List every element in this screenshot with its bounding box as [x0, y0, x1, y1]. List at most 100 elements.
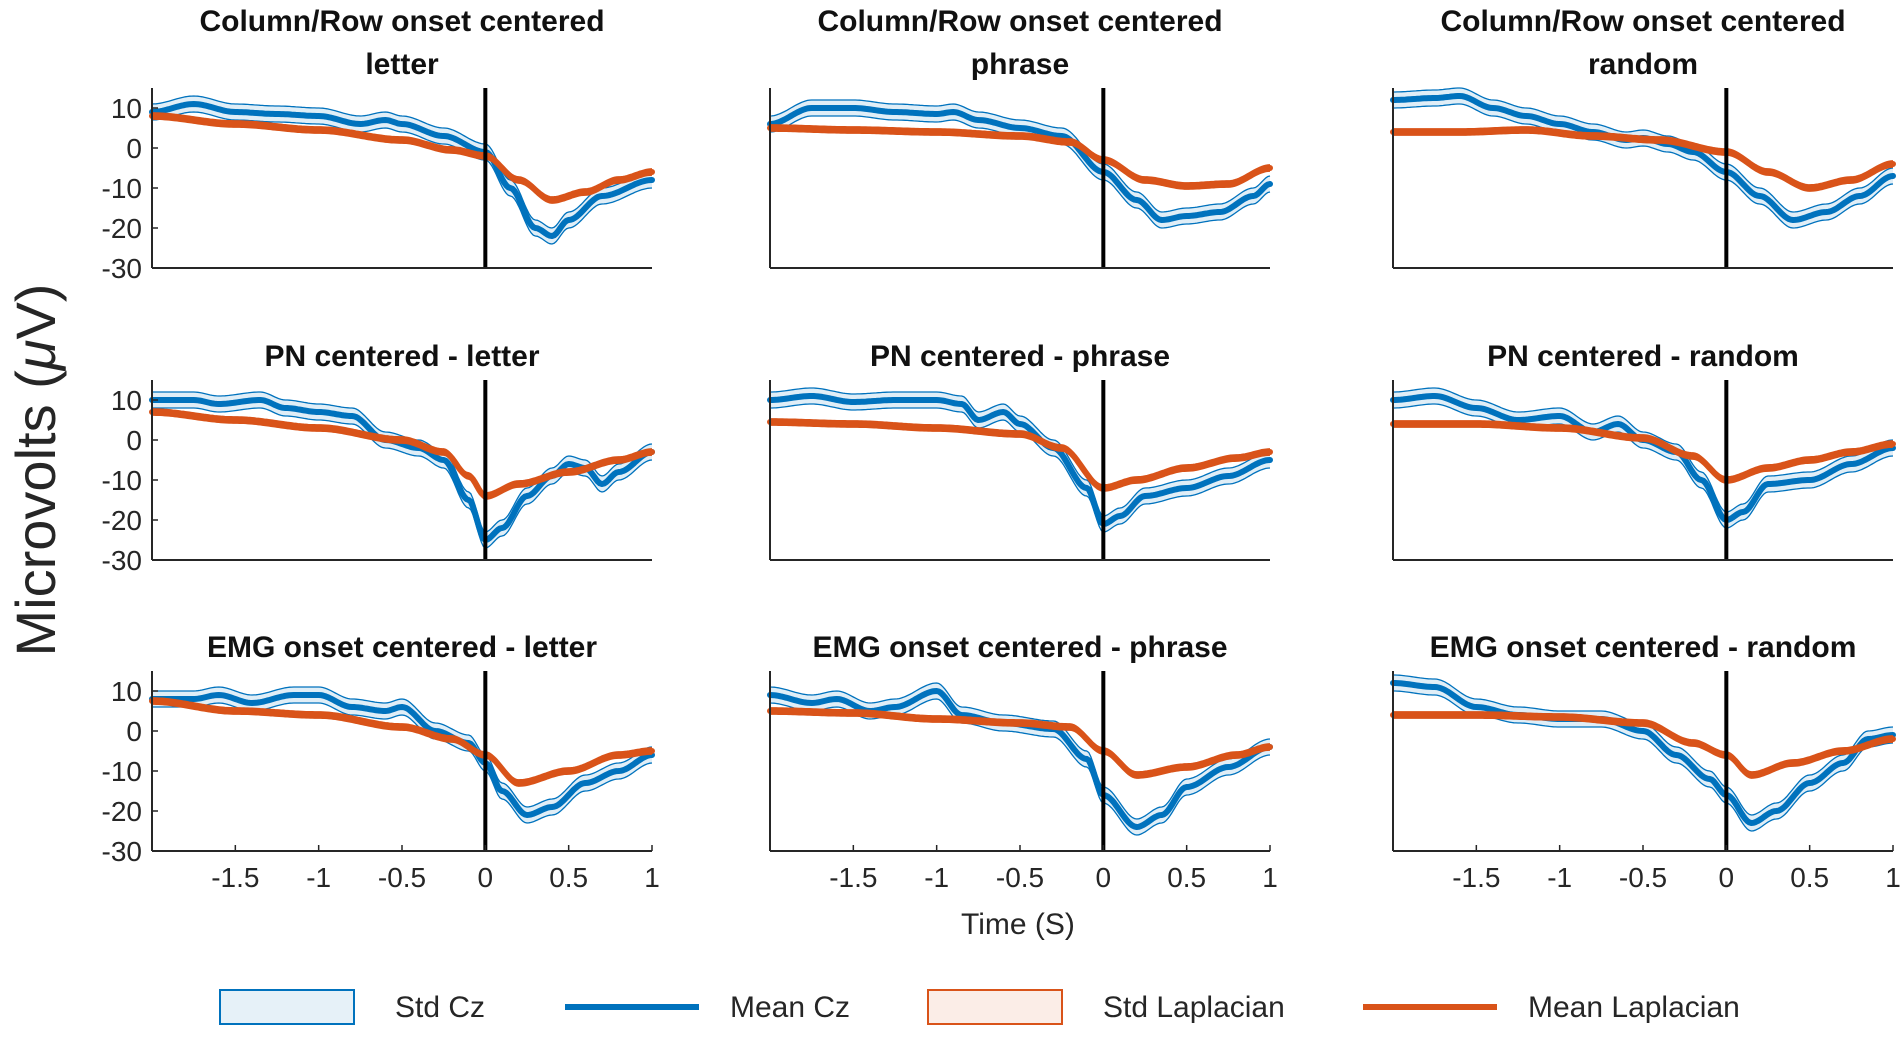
- mean-laplacian-line: [1390, 127, 1896, 191]
- y-tick-label: -20: [102, 796, 142, 827]
- legend: Std Cz Mean Cz Std Laplacian Mean Laplacian: [219, 989, 1740, 1025]
- x-tick-label: 1: [1885, 862, 1901, 893]
- legend-item-mean-cz: Mean Cz: [565, 991, 850, 1024]
- x-axis-label: Time (S): [961, 908, 1075, 941]
- y-axis-label: Microvolts (μV): [4, 284, 67, 657]
- panel-grid: Column/Row onset centeredletter-30-20-10…: [102, 5, 1901, 893]
- y-tick-label: 10: [111, 93, 142, 124]
- std-cz-band-upper: [152, 391, 653, 533]
- std-laplacian-band-upper: [770, 418, 1271, 486]
- std-cz-band-upper: [769, 682, 1271, 820]
- panel-title: EMG onset centered - letter: [207, 631, 597, 664]
- std-laplacian-band-lower: [770, 713, 1271, 779]
- y-tick-label: 0: [126, 425, 142, 456]
- std-cz-band-upper: [1393, 387, 1894, 513]
- std-cz-band-lower: [152, 407, 653, 549]
- y-tick-label: -30: [102, 545, 142, 576]
- y-tick-label: 10: [111, 385, 142, 416]
- panel-3: Column/Row onset centered random: [1390, 5, 1896, 269]
- x-tick-label: 0.5: [1790, 862, 1829, 893]
- mean-laplacian-line: [767, 419, 1273, 491]
- x-tick-label: -1: [306, 862, 331, 893]
- panel-title: Column/Row onset centered: [817, 5, 1222, 38]
- mean-cz-line: [149, 692, 655, 818]
- std-cz-band: [1393, 675, 1893, 831]
- mean-laplacian-line: [1390, 712, 1896, 778]
- y-tick-label: -10: [102, 173, 142, 204]
- panel-2: Column/Row onset centered phrase: [767, 5, 1273, 269]
- y-tick-label: -30: [102, 253, 142, 284]
- panel-title: letter: [365, 48, 439, 81]
- std-cz-band-upper: [770, 387, 1271, 517]
- mean-cz-line: [149, 101, 655, 239]
- mean-laplacian-line: [767, 125, 1273, 189]
- std-laplacian-band-lower: [1393, 132, 1894, 192]
- mean-cz-line: [149, 397, 655, 543]
- legend-item-std-laplacian: Std Laplacian: [927, 989, 1285, 1025]
- panel-title: phrase: [971, 48, 1069, 81]
- panel-1: Column/Row onset centered letter -30 -20 -10…: [102, 5, 655, 284]
- std-cz-band-lower: [1393, 103, 1894, 229]
- y-tick-label: -20: [102, 505, 142, 536]
- legend-label: Mean Cz: [730, 991, 850, 1024]
- x-tick-label: 0: [478, 862, 494, 893]
- legend-label: Std Laplacian: [1103, 991, 1285, 1024]
- mean-cz-line: [1390, 93, 1896, 223]
- y-tick-label: 0: [126, 133, 142, 164]
- legend-item-mean-laplacian: Mean Laplacian: [1363, 991, 1740, 1024]
- mean-laplacian-line: [1390, 421, 1896, 483]
- panel-title: Column/Row onset centered: [199, 5, 604, 38]
- panel-7: EMG onset centered - letter-30-20-10010-…: [102, 631, 660, 893]
- std-cz-band: [770, 100, 1270, 228]
- x-tick-label: 0.5: [549, 862, 588, 893]
- std-laplacian-band-upper: [152, 112, 653, 198]
- y-tick-label: 0: [126, 716, 142, 747]
- y-tick-label: 10: [111, 676, 142, 707]
- panel-title: PN centered - random: [1487, 340, 1799, 373]
- x-tick-label: 0.5: [1167, 862, 1206, 893]
- mean-cz-line: [767, 105, 1273, 223]
- x-tick-label: 1: [1262, 862, 1278, 893]
- std-laplacian-band-lower: [770, 424, 1271, 492]
- panel-title: Column/Row onset centered: [1440, 5, 1845, 38]
- std-cz-band-upper: [769, 99, 1271, 213]
- x-tick-label: -1.5: [211, 862, 259, 893]
- std-cz-band-lower: [151, 111, 653, 245]
- x-tick-label: -1: [1547, 862, 1572, 893]
- y-tick-label: -10: [102, 756, 142, 787]
- panel-9: EMG onset centered - random -1.5 -1 -0.5 0 0.…: [1390, 631, 1901, 893]
- std-laplacian-band-upper: [152, 408, 653, 494]
- mean-cz-line: [1390, 680, 1896, 826]
- y-tick-label: -20: [102, 213, 142, 244]
- panel-title: random: [1588, 48, 1698, 81]
- panel-title: EMG onset centered - random: [1430, 631, 1857, 664]
- mean-cz-line: [767, 393, 1273, 527]
- legend-swatch: [927, 989, 1063, 1025]
- std-laplacian-band-upper: [1393, 711, 1894, 773]
- std-cz-band-lower: [152, 702, 653, 824]
- panel-4: PN centered - letter -30 -20 -10 0 10: [102, 340, 655, 576]
- std-laplacian-band-lower: [1393, 717, 1894, 779]
- legend-label: Std Cz: [395, 991, 485, 1024]
- std-laplacian-band-lower: [770, 130, 1271, 190]
- mean-laplacian-line: [767, 708, 1273, 778]
- std-laplacian-band-lower: [152, 118, 653, 204]
- y-tick-label: -30: [102, 836, 142, 867]
- panel-5: PN centered - phrase: [767, 340, 1273, 561]
- std-cz-band-upper: [152, 686, 653, 808]
- y-tick-label: -10: [102, 465, 142, 496]
- std-cz-band-upper: [151, 95, 653, 229]
- x-tick-label: -0.5: [378, 862, 426, 893]
- x-tick-label: 0: [1719, 862, 1735, 893]
- panel-title: PN centered - phrase: [870, 340, 1170, 373]
- panel-8: EMG onset centered - phrase -1.5 -1 -0.5 0 0.…: [767, 631, 1278, 893]
- std-laplacian-band-upper: [1393, 420, 1894, 478]
- std-cz-band-upper: [1393, 87, 1894, 213]
- x-tick-label: -1.5: [1452, 862, 1500, 893]
- x-tick-label: -0.5: [1619, 862, 1667, 893]
- std-cz-band-upper: [1393, 674, 1894, 816]
- std-cz-band: [152, 96, 652, 244]
- std-cz-band-lower: [1393, 403, 1894, 529]
- x-tick-label: -0.5: [996, 862, 1044, 893]
